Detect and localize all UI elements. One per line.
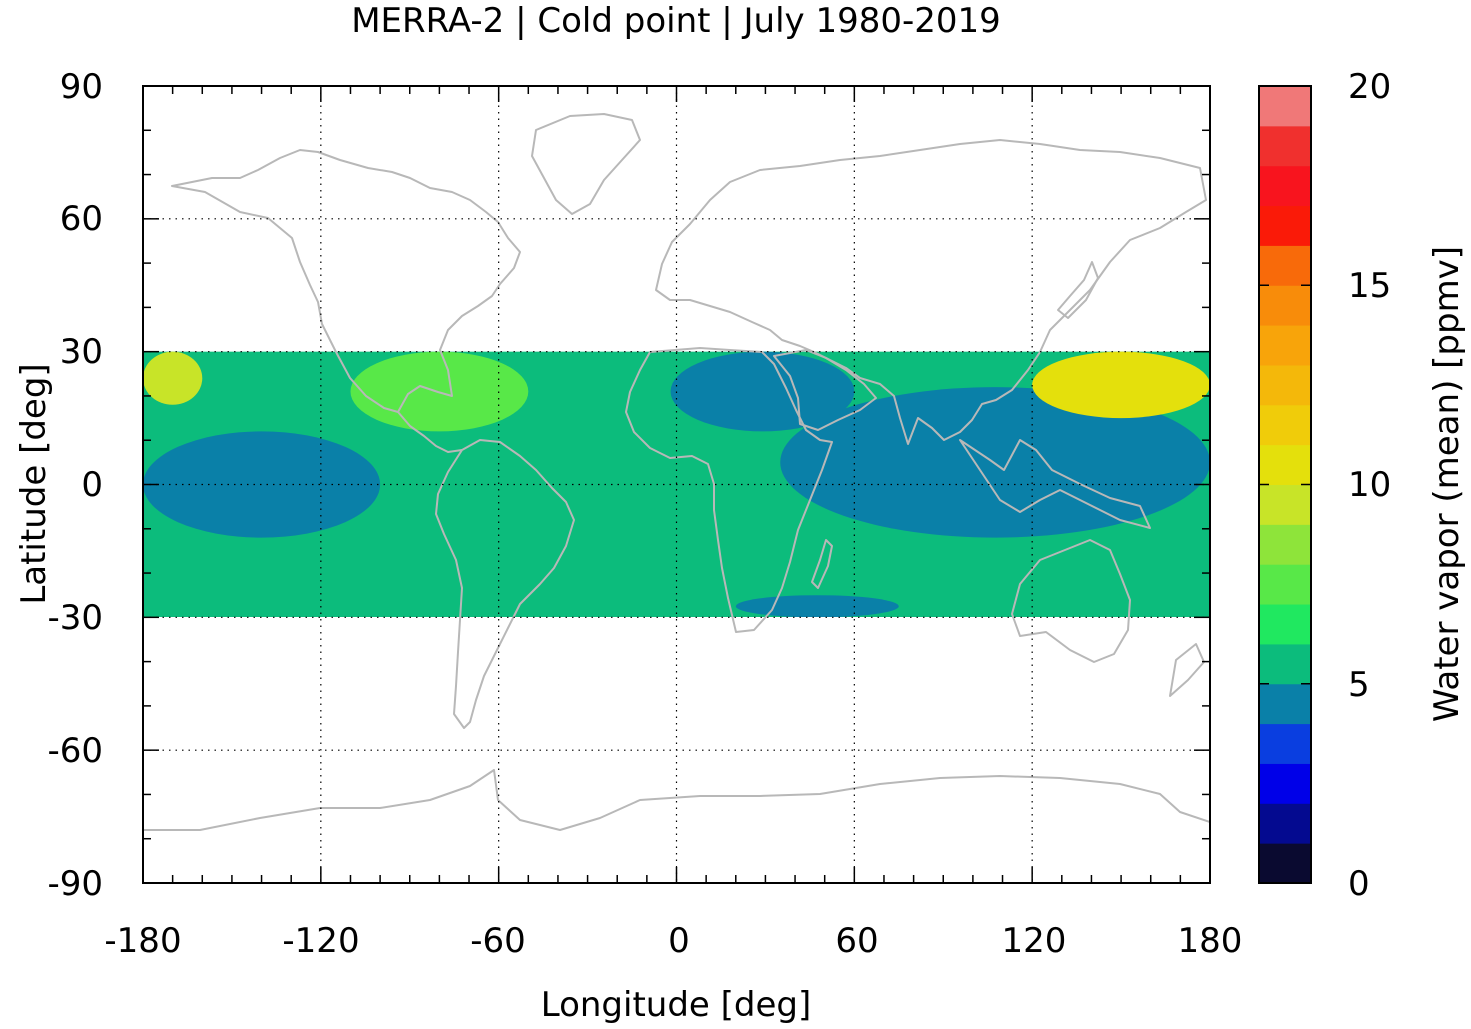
coast-arabia <box>773 349 877 431</box>
y-tick-label: 90 <box>60 67 103 107</box>
plot-area <box>142 85 1211 884</box>
y-tick-label: -90 <box>47 864 103 904</box>
colorbar-swatches <box>1259 86 1311 884</box>
coast-japan <box>1057 261 1099 319</box>
coast-north-america <box>171 149 521 413</box>
colorbar-tick-label: 15 <box>1348 266 1391 306</box>
colorbar-swatch <box>1259 683 1311 725</box>
colorbar-swatch <box>1259 404 1311 446</box>
coast-australia <box>1011 539 1131 663</box>
coast-south-america <box>435 439 575 729</box>
x-tick-label: 120 <box>1002 921 1067 961</box>
coast-greenland <box>531 113 641 215</box>
colorbar-tick-label: 10 <box>1348 465 1391 505</box>
x-axis: -180 -120 -60 0 60 120 180 Longitude [de… <box>104 921 1242 1025</box>
x-tick-label: 60 <box>835 921 878 961</box>
y-tick-label: -30 <box>47 598 103 638</box>
y-axis: -90 -60 -30 0 30 60 90 Latitude [deg] <box>14 67 103 904</box>
x-tick-label: -180 <box>104 921 181 961</box>
colorbar-swatch <box>1259 364 1311 406</box>
colorbar-swatch <box>1259 245 1311 286</box>
colorbar-swatch <box>1259 86 1311 127</box>
colorbar-swatch <box>1259 444 1311 485</box>
colorbar-swatch <box>1259 165 1311 207</box>
y-axis-label: Latitude [deg] <box>14 363 54 604</box>
colorbar: 0 5 10 15 20 Water vapor (mean) [ppmv] <box>1258 67 1467 904</box>
field-region <box>1032 351 1210 419</box>
colorbar-swatch <box>1259 763 1311 804</box>
colorbar-swatch <box>1259 524 1311 565</box>
colorbar-swatch <box>1259 723 1311 764</box>
field-region <box>143 351 203 405</box>
colorbar-swatch <box>1259 803 1311 844</box>
colorbar-swatch <box>1259 564 1311 605</box>
colorbar-swatch <box>1259 205 1311 246</box>
colorbar-tick-label: 20 <box>1348 67 1391 107</box>
coast-maritime-continent <box>959 439 1151 529</box>
y-tick-label: 60 <box>60 199 103 239</box>
y-tick-label: 30 <box>60 332 103 372</box>
axis-ticks <box>142 85 1211 884</box>
colorbar-swatch <box>1259 604 1311 645</box>
y-tick-label: -60 <box>47 731 103 771</box>
colorbar-ticks <box>1259 85 1311 884</box>
colorbar-swatch <box>1259 285 1311 326</box>
colorbar-swatch <box>1259 125 1311 167</box>
x-axis-label: Longitude [deg] <box>541 985 812 1025</box>
grid <box>143 86 1210 883</box>
x-tick-label: -120 <box>282 921 359 961</box>
colorbar-swatch <box>1259 325 1311 366</box>
colorbar-swatch <box>1259 643 1311 685</box>
coast-antarctica <box>143 769 1210 831</box>
field-region <box>670 351 855 432</box>
y-tick-label: 0 <box>81 465 103 505</box>
field-region <box>735 595 899 617</box>
coast-madagascar <box>811 539 833 589</box>
x-tick-label: -60 <box>470 921 526 961</box>
coast-africa <box>625 347 833 633</box>
colorbar-tick-label: 5 <box>1348 665 1370 705</box>
colorbar-label: Water vapor (mean) [ppmv] <box>1427 246 1467 722</box>
coast-central-america <box>397 411 463 453</box>
x-tick-label: 180 <box>1178 921 1243 961</box>
chart-title: MERRA-2 | Cold point | July 1980-2019 <box>351 1 1001 41</box>
colorbar-tick-label: 0 <box>1348 864 1370 904</box>
colorbar-swatch <box>1259 843 1311 884</box>
field-region <box>780 387 1210 538</box>
colorbar-swatch <box>1259 484 1311 525</box>
coast-new-zealand <box>1169 643 1205 697</box>
x-tick-label: 0 <box>668 921 690 961</box>
